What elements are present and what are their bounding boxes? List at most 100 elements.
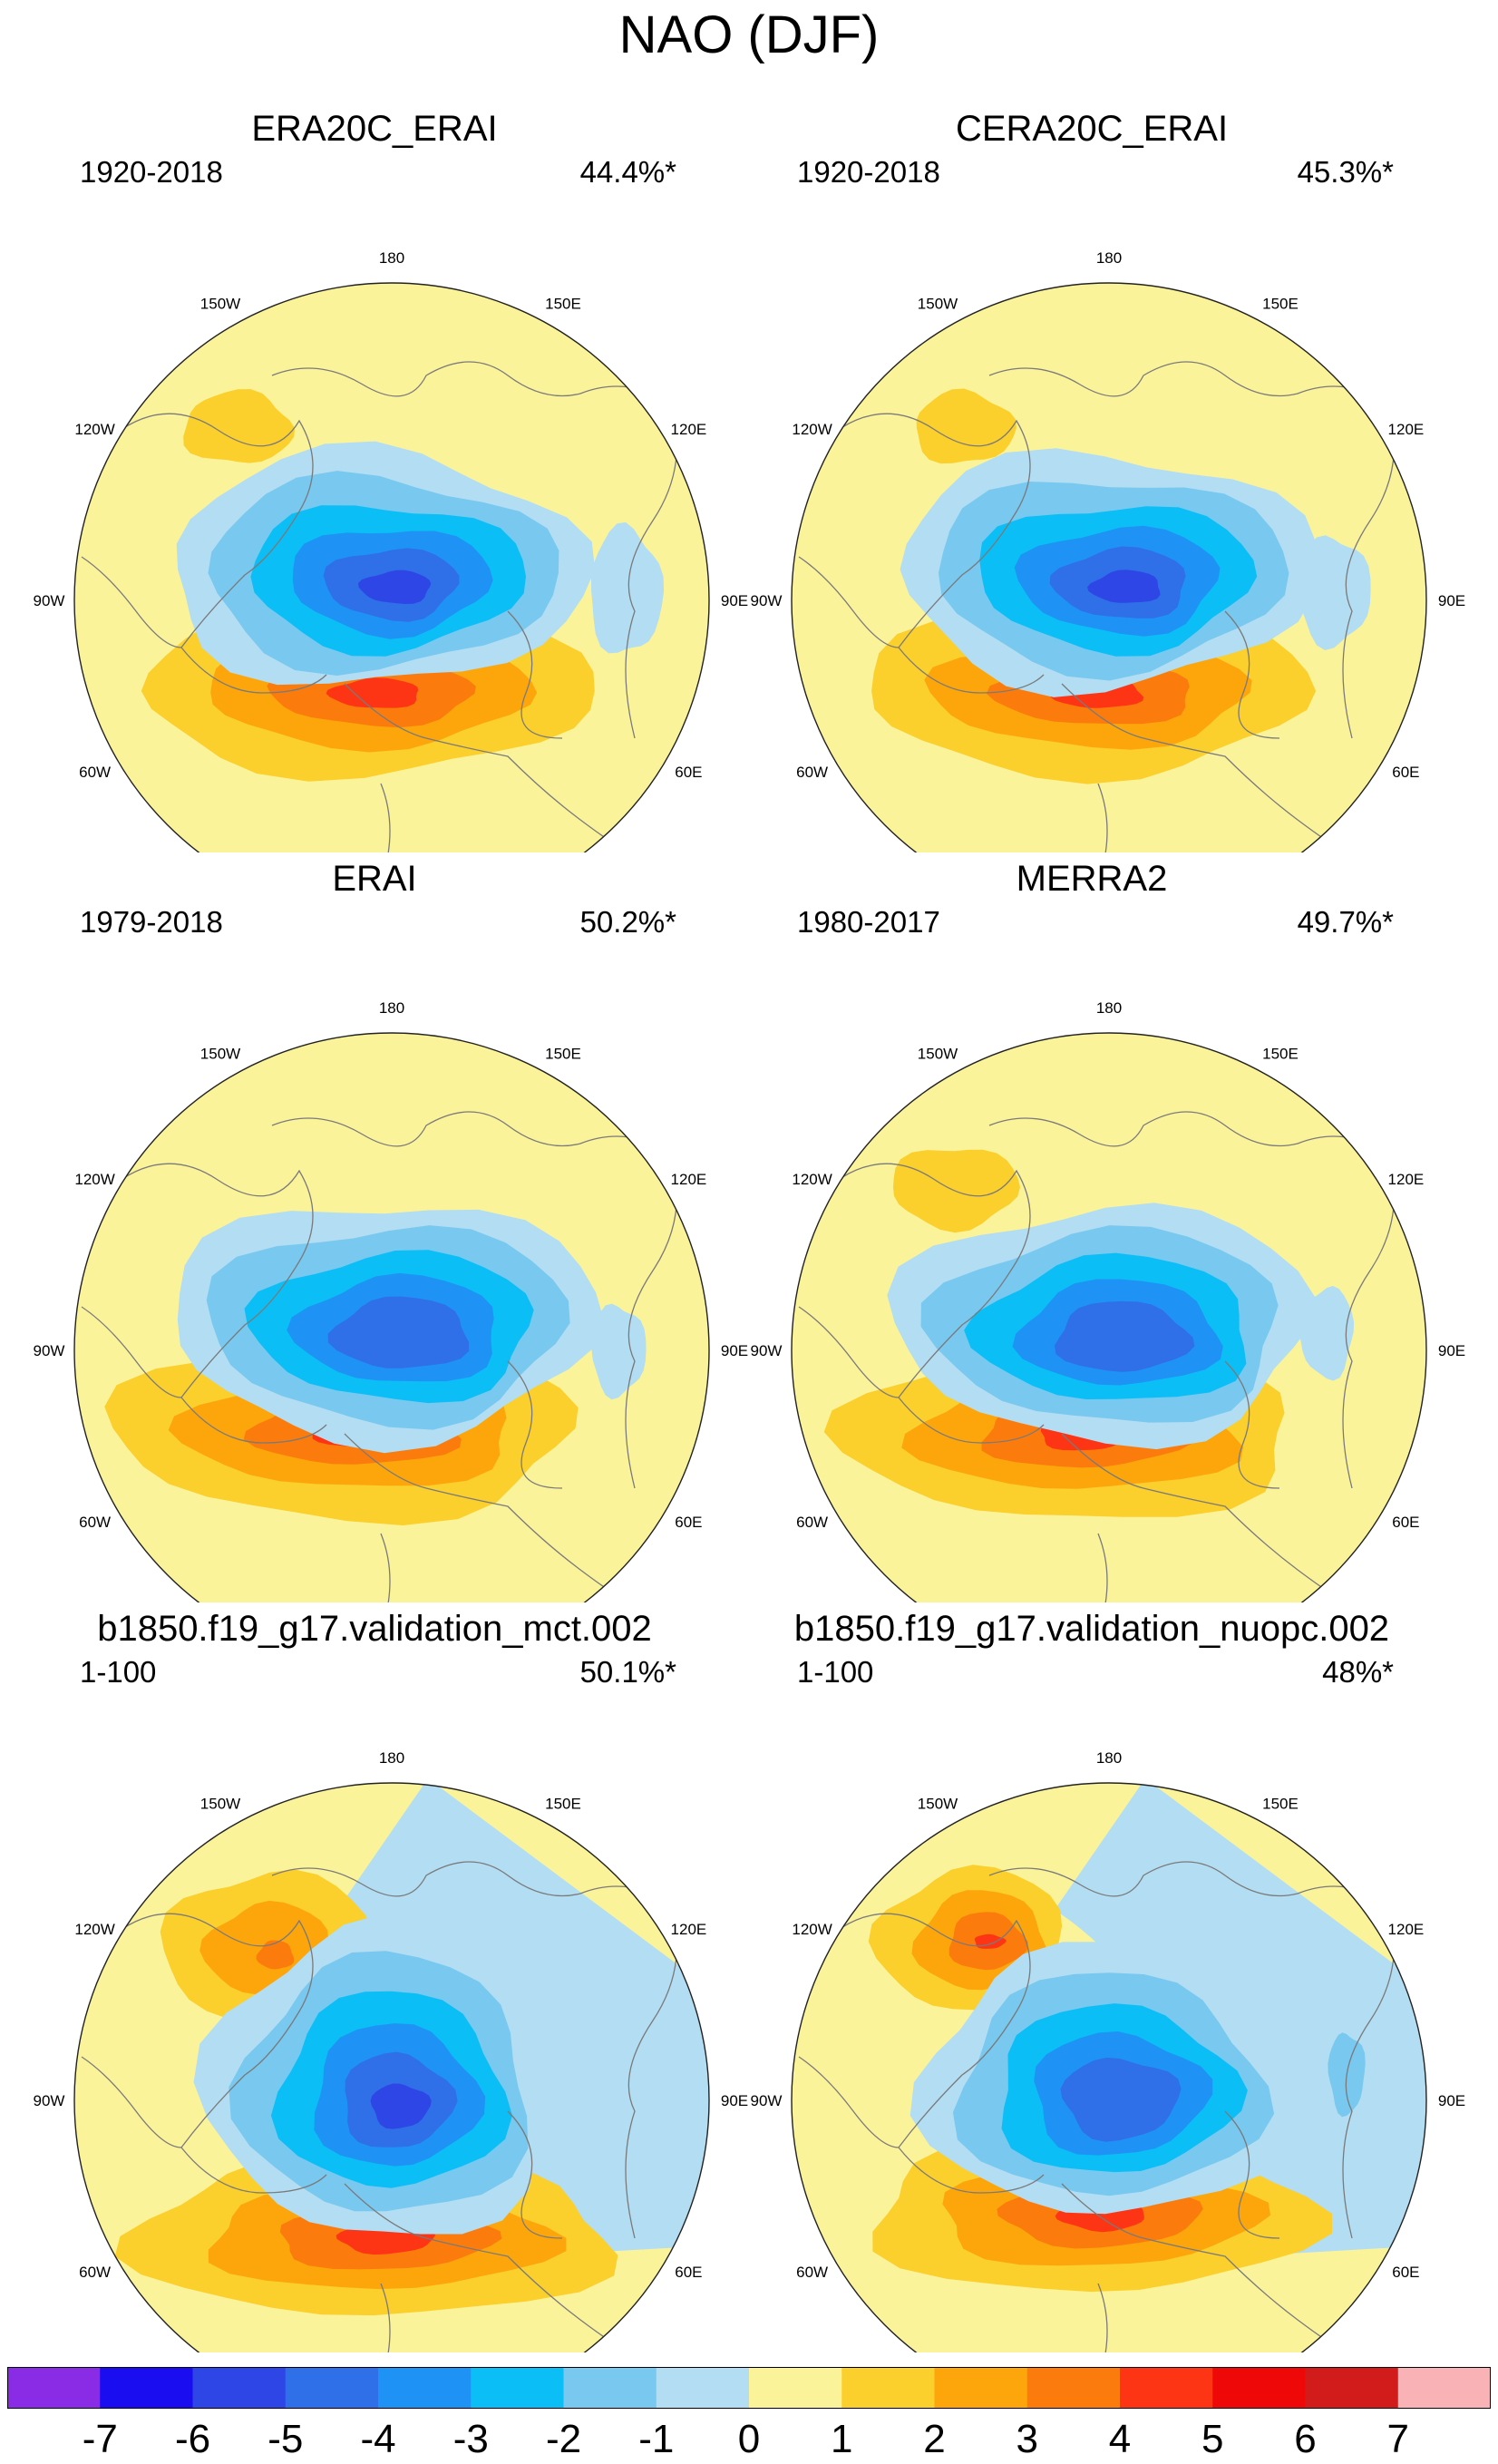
colorbar-swatch (285, 2367, 379, 2409)
longitude-label: 120E (1388, 1171, 1425, 1188)
panel-variance-percent: 45.3%* (1297, 155, 1394, 189)
colorbar-tick: -3 (452, 2417, 489, 2461)
polar-map: 180150E120E90E60E30E030W60W90W120W150W (34, 1749, 748, 2352)
polar-map: 180150E120E90E60E30E030W60W90W120W150W (751, 249, 1465, 852)
panel-title: b1850.f19_g17.validation_nuopc.002 (793, 1609, 1390, 1649)
panel-title: CERA20C_ERAI (955, 109, 1229, 149)
longitude-label: 120E (671, 1171, 707, 1188)
colorbar-tick: 3 (1016, 2417, 1038, 2461)
polar-map: 180150E120E90E60E30E030W60W90W120W150W (34, 999, 748, 1602)
longitude-label: 180 (379, 1749, 404, 1767)
colorbar-swatch (749, 2367, 842, 2409)
longitude-label: 90E (1438, 2092, 1465, 2109)
longitude-label: 60E (1392, 2264, 1419, 2281)
longitude-label: 180 (1096, 249, 1122, 267)
colorbar-swatch (563, 2367, 657, 2409)
panel-title: ERA20C_ERAI (251, 109, 498, 149)
panel-variance-percent: 50.2%* (579, 905, 676, 939)
longitude-label: 90E (1438, 592, 1465, 609)
colorbar-swatch (192, 2367, 287, 2409)
colorbar-tick: 5 (1201, 2417, 1224, 2461)
panel-title: MERRA2 (1016, 859, 1168, 899)
longitude-label: 150E (545, 296, 581, 313)
longitude-label: 150W (918, 1796, 958, 1813)
colorbar-swatch (1305, 2367, 1399, 2409)
longitude-label: 120W (792, 421, 832, 438)
longitude-label: 120E (671, 1921, 707, 1938)
colorbar-swatch (7, 2367, 101, 2409)
colorbar-swatch (100, 2367, 193, 2409)
panel-merra2: MERRA2 1980-2017 49.7%* 180 150E 120E 90E 60… (717, 853, 1466, 1602)
panel-period: 1980-2017 (797, 905, 940, 939)
longitude-label: 90W (34, 592, 65, 609)
longitude-label: 90W (751, 1342, 783, 1359)
longitude-label: 90E (721, 592, 748, 609)
longitude-label: 120W (74, 1171, 114, 1188)
colorbar-swatch (1212, 2367, 1306, 2409)
panel-period: 1920-2018 (797, 155, 940, 189)
polar-map: 180150E120E90E60E30E030W60W90W120W150W (34, 249, 748, 852)
longitude-label: 150W (200, 296, 240, 313)
longitude-label: 60W (796, 1514, 828, 1531)
panel-period: 1-100 (797, 1655, 874, 1689)
figure-title: NAO (DJF) (618, 5, 880, 64)
colorbar-tick: -1 (638, 2417, 675, 2461)
colorbar-tick: -4 (360, 2417, 396, 2461)
longitude-label: 90W (34, 2092, 65, 2109)
panel-validation-mct: b1850.f19_g17.validation_mct.002 1-100 5… (0, 1603, 749, 2352)
panel-variance-percent: 50.1%* (579, 1655, 676, 1689)
colorbar-tick: 7 (1386, 2417, 1409, 2461)
longitude-label: 150E (1262, 1046, 1299, 1063)
longitude-label: 90W (34, 1342, 65, 1359)
longitude-label: 180 (1096, 1749, 1122, 1767)
longitude-label: 120W (792, 1921, 832, 1938)
longitude-label: 90W (751, 592, 783, 609)
colorbar-swatch (471, 2367, 564, 2409)
colorbar-swatch (841, 2367, 935, 2409)
longitude-label: 120E (1388, 421, 1425, 438)
colorbar-tick: -5 (268, 2417, 304, 2461)
panel-variance-percent: 48%* (1322, 1655, 1394, 1689)
longitude-label: 150W (200, 1796, 240, 1813)
longitude-label: 90E (1438, 1342, 1465, 1359)
longitude-label: 60E (675, 2264, 702, 2281)
colorbar-tick: -6 (174, 2417, 211, 2461)
longitude-label: 150W (200, 1046, 240, 1063)
colorbar-swatch (1026, 2367, 1121, 2409)
polar-map: 180150E120E90E60E30E030W60W90W120W150W (751, 1749, 1465, 2352)
panel-variance-percent: 49.7%* (1297, 905, 1394, 939)
panel-cera20c-erai: CERA20C_ERAI 1920-2018 45.3%* 180 150E 120… (717, 103, 1466, 852)
panel-era20c-erai: ERA20C_ERAI 1920-2018 44.4%* 180 150E 120E… (0, 103, 749, 852)
longitude-label: 60E (1392, 1514, 1419, 1531)
colorbar-swatch (1397, 2367, 1491, 2409)
longitude-label: 120W (74, 1921, 114, 1938)
longitude-label: 90E (721, 2092, 748, 2109)
panel-validation-nuopc: b1850.f19_g17.validation_nuopc.002 1-100… (717, 1603, 1466, 2352)
longitude-label: 150W (918, 1046, 958, 1063)
colorbar-tick: 4 (1108, 2417, 1132, 2461)
longitude-label: 150E (545, 1046, 581, 1063)
panel-period: 1979-2018 (80, 905, 223, 939)
longitude-label: 60E (1392, 764, 1419, 781)
longitude-label: 150W (918, 296, 958, 313)
colorbar-tick: -2 (545, 2417, 582, 2461)
panel-variance-percent: 44.4%* (579, 155, 676, 189)
longitude-label: 60W (796, 2264, 828, 2281)
colorbar-swatch (1120, 2367, 1213, 2409)
colorbar-tick: 2 (923, 2417, 946, 2461)
longitude-label: 60E (675, 764, 702, 781)
longitude-label: 150E (545, 1796, 581, 1813)
longitude-label: 150E (1262, 1796, 1299, 1813)
panel-period: 1-100 (80, 1655, 157, 1689)
longitude-label: 90W (751, 2092, 783, 2109)
colorbar-tick: 0 (737, 2417, 761, 2461)
colorbar-tick: -7 (82, 2417, 118, 2461)
longitude-label: 120W (74, 421, 114, 438)
longitude-label: 120E (671, 421, 707, 438)
longitude-label: 60E (675, 1514, 702, 1531)
panel-erai: ERAI 1979-2018 50.2%* 180150E120E90E60E3… (0, 853, 749, 1602)
colorbar-swatch (656, 2367, 750, 2409)
longitude-label: 180 (1096, 999, 1122, 1017)
colorbar-swatch (934, 2367, 1028, 2409)
longitude-label: 120E (1388, 1921, 1425, 1938)
